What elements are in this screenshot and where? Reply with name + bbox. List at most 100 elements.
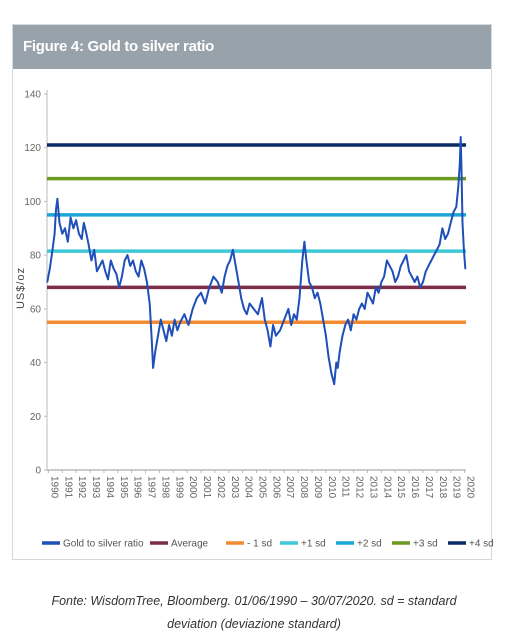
series-point xyxy=(266,329,269,332)
series-point xyxy=(452,211,455,213)
series-point xyxy=(457,184,460,187)
series-point xyxy=(216,281,219,283)
x-tick-label: 2016 xyxy=(409,476,420,499)
series-point xyxy=(459,136,462,138)
series-point xyxy=(200,291,202,294)
series-point xyxy=(152,367,154,369)
series-point xyxy=(243,308,245,310)
series-point xyxy=(295,318,298,321)
series-point xyxy=(173,318,176,321)
series-point xyxy=(93,249,95,251)
series-point xyxy=(90,259,93,262)
x-tick-label: 1993 xyxy=(90,476,101,499)
series-point xyxy=(196,297,198,299)
series-point xyxy=(232,249,234,251)
series-point xyxy=(83,222,85,224)
legend-label: Average xyxy=(171,539,209,550)
series-point xyxy=(444,238,447,240)
x-tick-label: 1995 xyxy=(118,476,129,499)
series-point xyxy=(51,249,54,251)
series-point xyxy=(386,259,388,262)
legend-label: - 1 sd xyxy=(247,539,272,550)
series-point xyxy=(234,265,237,267)
series-point xyxy=(118,286,120,289)
gold-silver-ratio-chart: 0 20 40 60 80 100 120 140 US$/oz 1990 1991 1992 1993… xyxy=(15,90,494,550)
series-point xyxy=(240,297,242,299)
series-point xyxy=(438,243,441,246)
series-point xyxy=(204,302,206,305)
series-point xyxy=(372,302,374,305)
series-point xyxy=(165,340,168,342)
series-point xyxy=(275,334,277,337)
series-point xyxy=(397,275,399,278)
series-point xyxy=(208,286,211,289)
series-point xyxy=(107,278,109,281)
series-point xyxy=(61,232,64,235)
series-point xyxy=(121,275,123,278)
x-tick-label: 1998 xyxy=(159,476,170,499)
series-point xyxy=(246,313,248,316)
series-point xyxy=(380,281,383,283)
x-tick-label: 1999 xyxy=(173,476,184,499)
series-point xyxy=(298,297,301,299)
series-point xyxy=(391,270,394,273)
x-tick-label: 2017 xyxy=(423,476,434,499)
series-point xyxy=(229,259,231,262)
series-point xyxy=(336,367,339,369)
series-point xyxy=(176,329,179,332)
series-point xyxy=(160,318,162,321)
series-point xyxy=(464,267,467,270)
x-tick-label: 1994 xyxy=(104,476,115,499)
legend-label: Gold to silver ratio xyxy=(63,539,144,550)
series-point xyxy=(350,329,352,332)
series-point xyxy=(252,308,255,310)
x-tick-label: 1992 xyxy=(76,476,87,499)
series-point xyxy=(322,318,324,321)
series-point xyxy=(191,308,194,310)
x-tick-label: 2005 xyxy=(257,476,268,499)
series-point xyxy=(223,275,226,278)
series-point xyxy=(405,254,408,256)
series-line xyxy=(46,136,467,386)
series-point xyxy=(459,163,461,165)
series-point xyxy=(110,259,112,262)
series-point xyxy=(248,302,251,305)
series-point xyxy=(135,270,137,273)
series-point xyxy=(56,197,59,200)
series-point xyxy=(151,340,153,342)
x-tick-label: 2009 xyxy=(312,476,323,499)
series-point xyxy=(293,313,295,316)
legend-label: +2 sd xyxy=(357,539,382,550)
series-point xyxy=(279,329,281,332)
figure-panel: Figure 4: Gold to silver ratio xyxy=(12,24,492,560)
series-point xyxy=(98,265,101,267)
series-point xyxy=(433,254,435,256)
series-point xyxy=(55,208,57,211)
series-point xyxy=(126,254,129,256)
series-point xyxy=(366,291,369,294)
series-point xyxy=(303,240,306,243)
series-point xyxy=(171,334,173,337)
series-point xyxy=(46,281,49,283)
y-tick-label: 20 xyxy=(30,412,42,423)
series-point xyxy=(101,259,104,262)
series-point xyxy=(402,259,405,262)
series-point xyxy=(146,281,148,283)
series-point xyxy=(69,216,72,219)
series-point xyxy=(460,173,463,176)
series-point xyxy=(179,321,181,324)
series-point xyxy=(327,356,330,359)
series-point xyxy=(335,361,338,364)
series-point xyxy=(53,232,56,235)
series-point xyxy=(237,281,240,283)
y-tick-label: 40 xyxy=(30,358,42,369)
x-tick-label: 2001 xyxy=(201,476,212,499)
x-tick-label: 2018 xyxy=(437,476,448,499)
series-point xyxy=(283,318,286,321)
x-tick-label: 2007 xyxy=(284,476,295,499)
series-point xyxy=(168,324,170,326)
series-point xyxy=(49,267,51,270)
series-point xyxy=(187,324,190,326)
series-point xyxy=(447,232,449,235)
series-point xyxy=(422,281,424,283)
